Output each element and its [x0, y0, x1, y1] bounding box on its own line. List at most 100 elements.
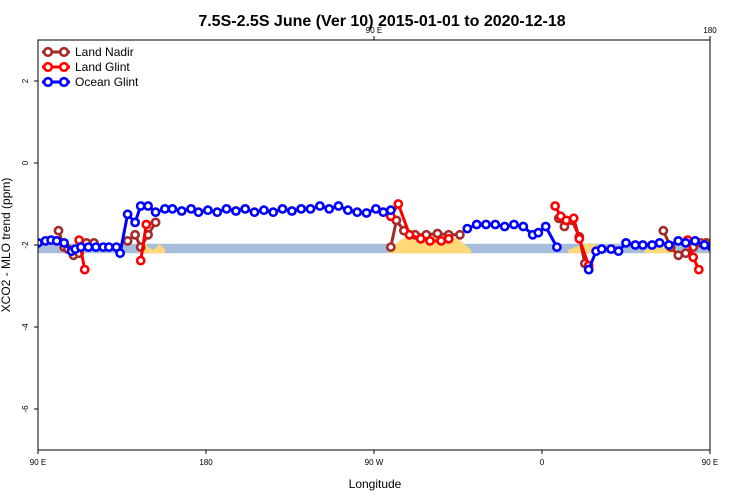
data-point-ocean-glint — [305, 203, 316, 214]
data-point-ocean-glint — [716, 246, 723, 253]
data-point-ocean-glint — [352, 207, 363, 218]
data-point-land-nadir — [53, 225, 64, 236]
x-tick-label: 90 W — [365, 458, 384, 467]
data-point-ocean-glint — [481, 219, 491, 230]
data-point-ocean-glint — [59, 237, 69, 248]
data-point-land-nadir — [736, 231, 743, 238]
data-point-ocean-glint — [115, 248, 125, 259]
legend-item-land-glint: Land Glint — [42, 60, 130, 74]
data-point-ocean-glint — [471, 219, 482, 230]
data-point-ocean-glint — [159, 203, 170, 214]
data-point-land-glint — [404, 229, 415, 240]
data-point-ocean-glint — [378, 207, 389, 218]
data-point-ocean-glint — [733, 211, 740, 218]
data-point-ocean-glint — [314, 201, 325, 211]
data-point-ocean-glint — [721, 244, 728, 251]
data-point-ocean-glint — [258, 205, 269, 216]
data-point-land-glint — [688, 252, 699, 263]
data-point-ocean-glint — [324, 203, 335, 214]
data-point-ocean-glint — [150, 207, 161, 218]
data-point-ocean-glint — [76, 242, 86, 252]
data-point-land-glint — [141, 219, 152, 230]
legend-marker — [58, 76, 70, 88]
data-point-ocean-glint — [286, 206, 297, 216]
x-axis: 90 E 180 90 W 0 90 E — [30, 450, 718, 467]
data-point-land-glint — [436, 235, 447, 246]
data-point-ocean-glint — [540, 221, 551, 232]
x-tick-label: 90 E — [30, 458, 46, 467]
data-point-ocean-glint — [690, 235, 700, 246]
data-point-land-glint — [79, 264, 90, 275]
data-point-land-nadir — [432, 228, 443, 239]
data-point-ocean-glint — [186, 203, 196, 214]
data-point-land-glint — [740, 257, 747, 264]
data-point-ocean-glint — [104, 242, 114, 252]
legend-item-land-nadir: Land Nadir — [42, 45, 134, 59]
data-point-ocean-glint — [654, 237, 665, 248]
data-point-ocean-glint — [361, 208, 372, 218]
data-point-land-glint — [393, 199, 404, 209]
data-point-ocean-glint — [462, 223, 473, 234]
data-point-ocean-glint — [333, 201, 344, 211]
land-fill-region-0 — [138, 241, 165, 254]
data-point-ocean-glint — [647, 240, 657, 250]
data-point-land-nadir — [385, 242, 396, 252]
series-line-ocean-glint-2 — [587, 239, 710, 271]
chart-title: 7.5S-2.5S June (Ver 10) 2015-01-01 to 20… — [198, 13, 565, 30]
data-point-ocean-glint — [193, 207, 204, 218]
data-point-ocean-glint — [533, 227, 544, 238]
data-point-ocean-glint — [664, 240, 674, 250]
y-tick-label: -4 — [21, 323, 30, 331]
data-point-land-glint — [415, 233, 426, 244]
data-point-land-nadir — [130, 229, 140, 240]
data-point-ocean-glint — [167, 203, 178, 214]
x-top-tick-label: 90 E — [366, 26, 382, 35]
data-point-ocean-glint — [630, 240, 641, 250]
data-point-land-glint — [135, 255, 146, 266]
x-axis-label: Longitude — [349, 477, 402, 491]
data-point-ocean-glint — [202, 205, 213, 216]
data-point-ocean-glint — [596, 244, 607, 254]
data-point-ocean-glint — [613, 246, 624, 257]
data-point-land-glint — [693, 264, 704, 275]
data-point-ocean-glint — [583, 264, 594, 275]
data-point-ocean-glint — [729, 250, 736, 257]
y-tick-label: -6 — [21, 405, 30, 413]
data-point-land-glint — [425, 235, 435, 246]
x-tick-label: 0 — [540, 458, 545, 467]
legend-marker — [42, 46, 54, 58]
data-point-land-glint — [550, 201, 560, 211]
data-point-ocean-glint — [83, 242, 94, 252]
x-tick-label: 180 — [199, 458, 213, 467]
series-land-glint — [74, 199, 750, 275]
data-point-ocean-glint — [143, 201, 153, 211]
data-point-land-nadir — [454, 229, 465, 240]
data-point-ocean-glint — [212, 207, 223, 218]
data-point-land-nadir — [658, 225, 669, 236]
series-layer — [38, 199, 750, 275]
data-point-ocean-glint — [268, 207, 279, 218]
plot-area — [38, 199, 750, 275]
x-tick-label: 90 E — [702, 458, 718, 467]
data-point-land-nadir — [150, 217, 161, 228]
reference-band — [38, 243, 710, 254]
data-point-ocean-glint — [680, 237, 691, 248]
data-point-ocean-glint — [221, 203, 232, 214]
data-point-ocean-glint — [509, 219, 519, 230]
data-point-ocean-glint — [130, 217, 140, 228]
data-point-land-nadir — [742, 244, 749, 251]
x-axis-top: 90 E 180 — [366, 26, 717, 40]
legend-marker — [58, 46, 70, 58]
data-point-ocean-glint — [176, 206, 187, 216]
data-point-ocean-glint — [490, 219, 501, 230]
y-tick-label: 2 — [21, 78, 30, 83]
y-axis: 2 0 -2 -4 -6 — [21, 78, 38, 413]
y-tick-label: 0 — [21, 160, 30, 165]
data-point-land-nadir — [729, 237, 736, 244]
legend-marker — [58, 61, 70, 73]
data-point-ocean-glint — [707, 242, 710, 252]
data-point-ocean-glint — [249, 207, 260, 218]
series-line-land-glint-5 — [744, 225, 750, 261]
series-line-land-nadir-5 — [732, 227, 750, 248]
